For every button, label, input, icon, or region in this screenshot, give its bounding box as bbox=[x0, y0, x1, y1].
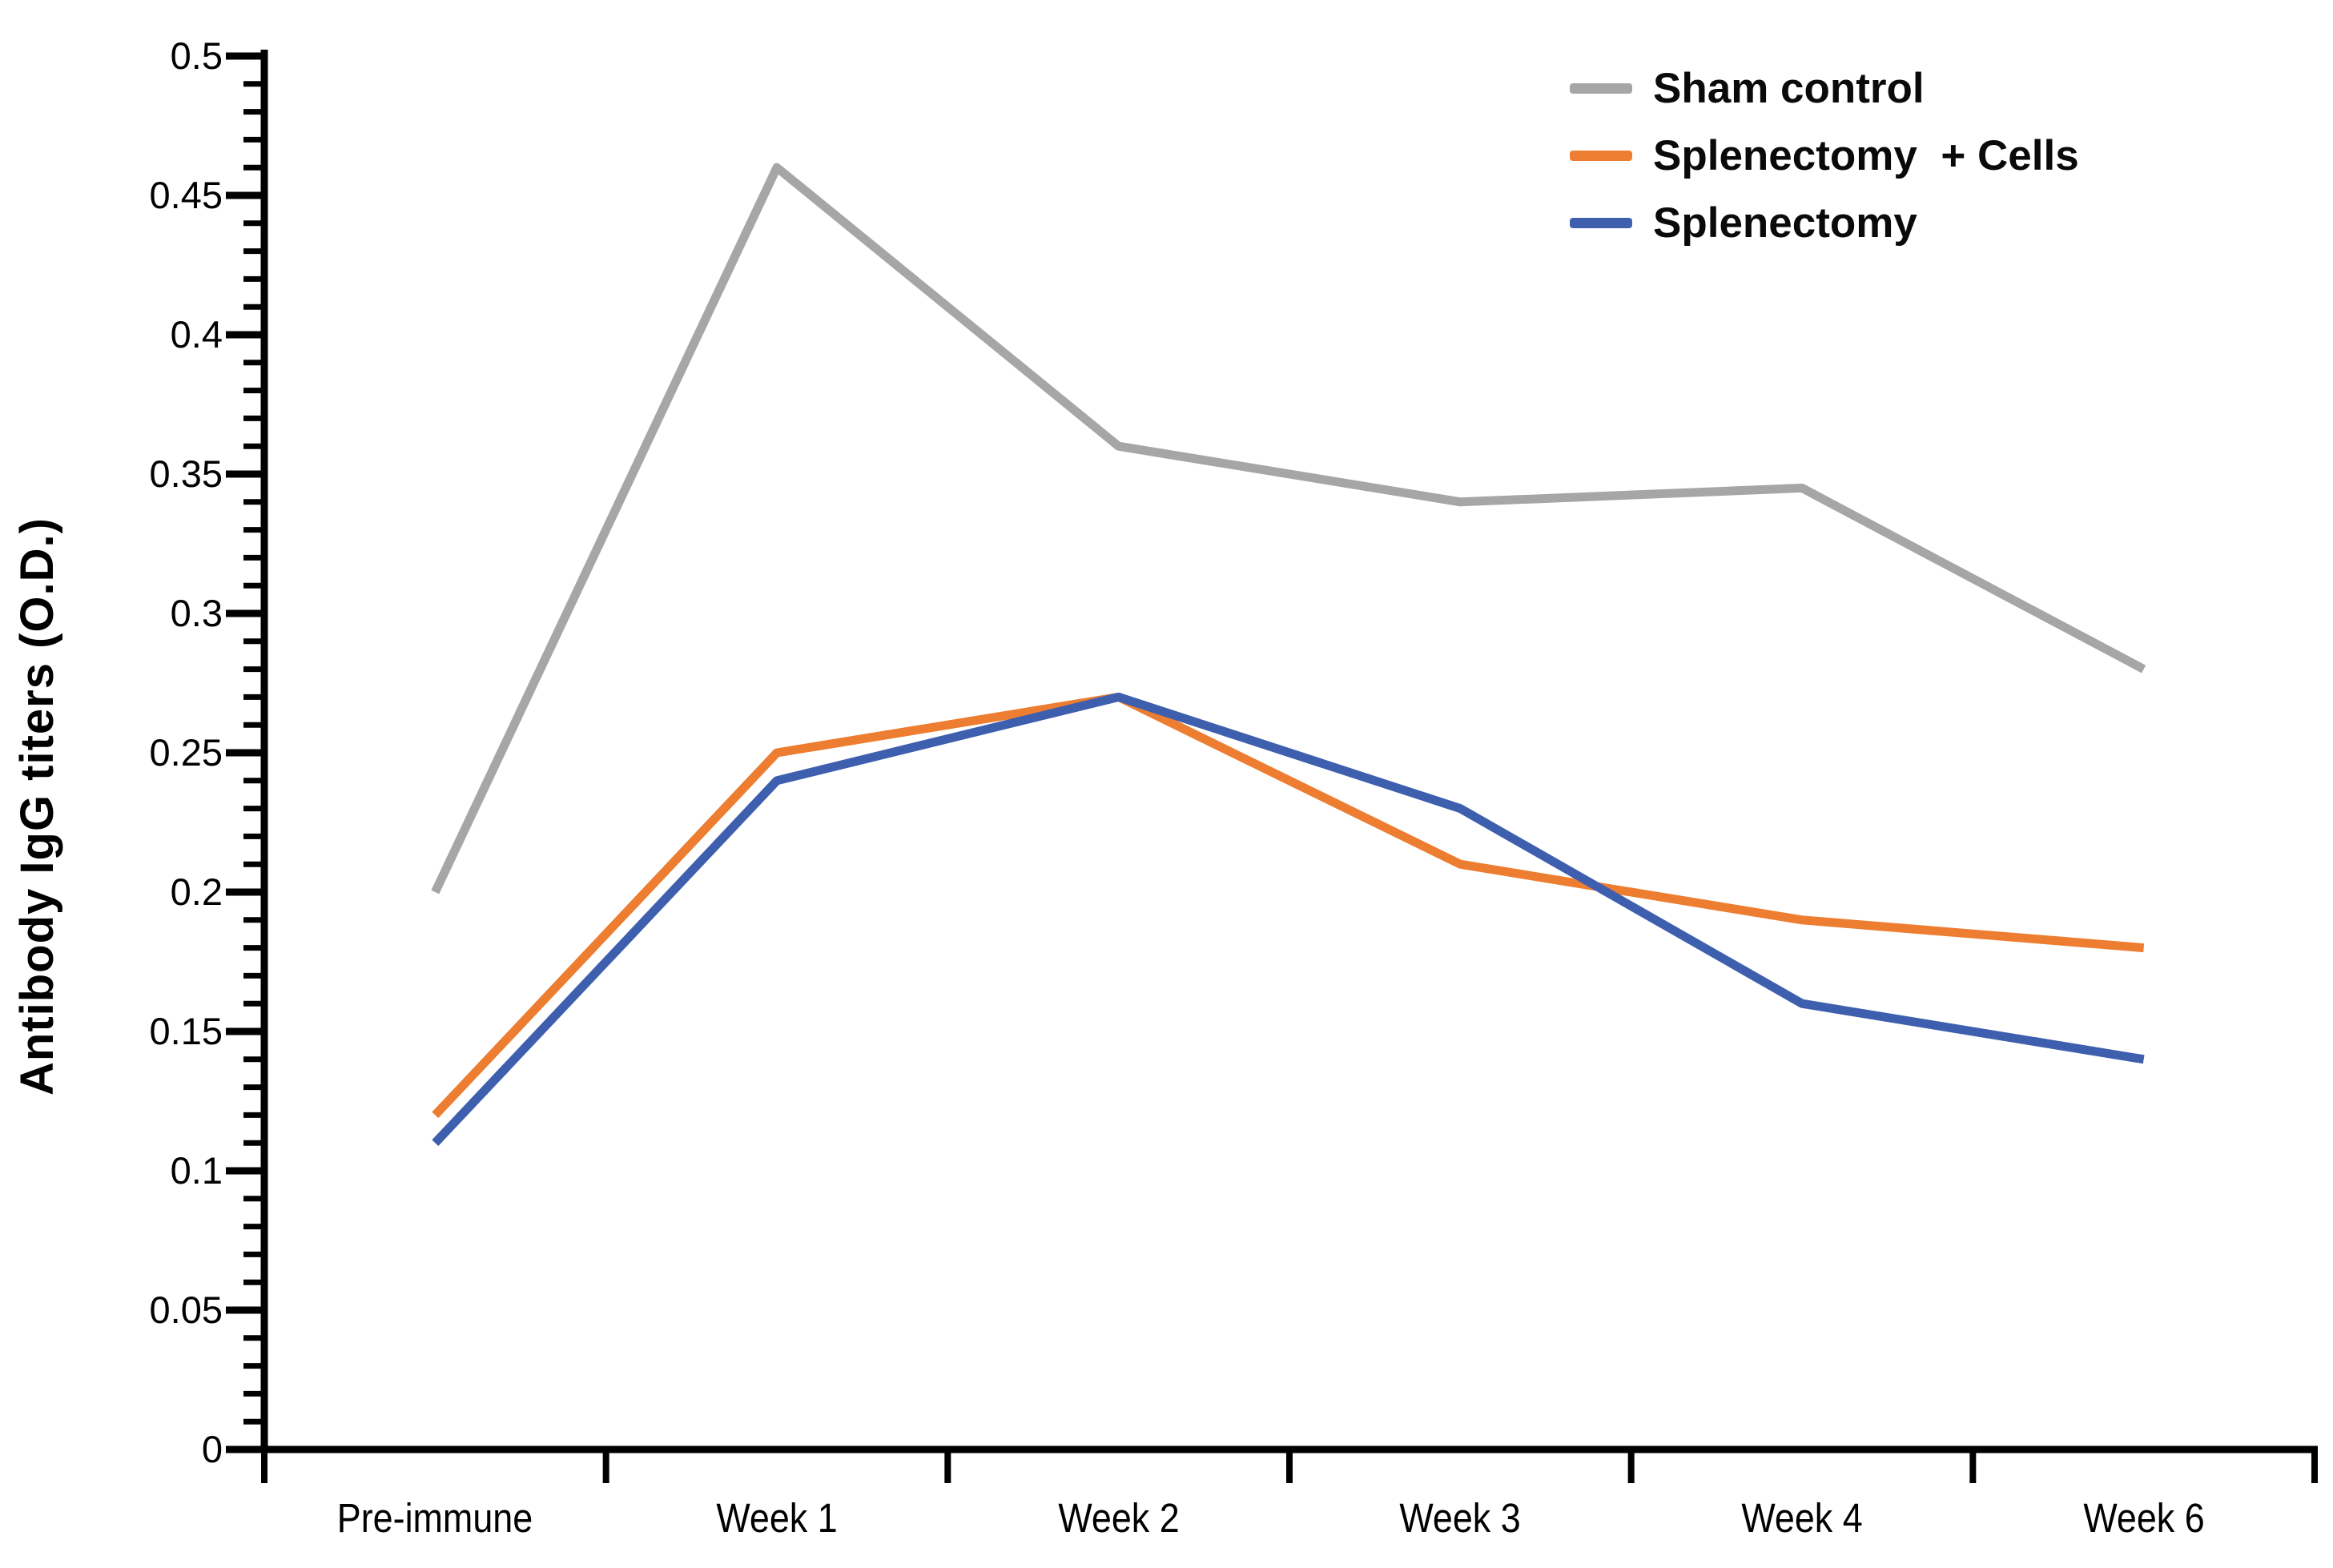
legend-line-swatch bbox=[1570, 217, 1632, 228]
legend-item: Splenectomy + Cells bbox=[1570, 122, 2079, 189]
x-category-label: Week 3 bbox=[1399, 1495, 1521, 1541]
series-line-sham-control bbox=[431, 163, 2146, 895]
series-line-splenectomy-cells bbox=[432, 692, 2145, 1119]
x-category-label: Week 2 bbox=[1057, 1495, 1180, 1541]
legend-item: Sham control bbox=[1570, 54, 1925, 122]
legend-item: Splenectomy bbox=[1570, 189, 1917, 256]
legend-label: Splenectomy bbox=[1653, 199, 1917, 247]
legend-label: Splenectomy + Cells bbox=[1653, 131, 2079, 179]
y-tick-label: 0 bbox=[201, 1428, 223, 1470]
x-category-label: Pre-immune bbox=[337, 1495, 533, 1541]
x-category-label: Week 4 bbox=[1741, 1495, 1863, 1541]
legend-line-swatch bbox=[1570, 82, 1632, 94]
legend-line-swatch bbox=[1570, 150, 1632, 161]
y-tick-label: 0.4 bbox=[170, 313, 223, 356]
y-tick-label: 0.35 bbox=[149, 452, 223, 495]
y-tick-label: 0.25 bbox=[149, 731, 223, 774]
y-tick-label: 0.3 bbox=[170, 592, 223, 634]
y-tick-label: 0.1 bbox=[170, 1149, 223, 1192]
y-tick-label: 0.05 bbox=[149, 1289, 223, 1331]
series-line-splenectomy bbox=[432, 692, 2145, 1146]
y-tick-label: 0.5 bbox=[170, 34, 223, 77]
y-tick-label: 0.2 bbox=[170, 870, 223, 913]
y-axis-title: Antibody IgG titers (O.D.) bbox=[11, 517, 63, 1096]
x-category-label: Week 1 bbox=[716, 1495, 838, 1541]
y-tick-label: 0.45 bbox=[149, 174, 223, 216]
legend-label: Sham control bbox=[1653, 64, 1925, 112]
x-category-label: Week 6 bbox=[2082, 1495, 2205, 1541]
y-tick-label: 0.15 bbox=[149, 1010, 223, 1052]
